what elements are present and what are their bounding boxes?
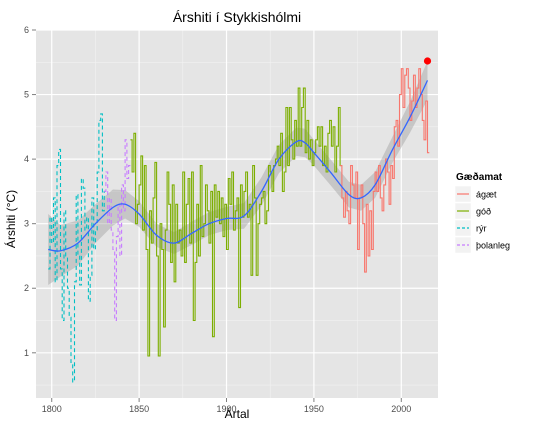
y-tick-label: 4 <box>24 154 29 164</box>
chart-title: Árshiti í Stykkishólmi <box>173 9 301 25</box>
x-tick-label: 1900 <box>216 404 236 414</box>
legend-label: ágæt <box>476 190 497 200</box>
plot-panel <box>36 30 438 398</box>
highlight-point <box>423 57 432 65</box>
x-tick-label: 1850 <box>129 404 149 414</box>
legend-title: Gæðamat <box>456 171 503 183</box>
y-tick-label: 6 <box>24 25 29 35</box>
y-tick-label: 2 <box>24 283 29 293</box>
legend-label: rýr <box>476 224 487 234</box>
x-tick-label: 1800 <box>42 404 62 414</box>
legend-label: góð <box>476 207 491 217</box>
legend: Gæðamat ágæt góð rýr þolanleg <box>454 171 510 254</box>
x-axis-label: Ártal <box>225 406 250 421</box>
series-line-góð <box>130 87 342 357</box>
grid <box>36 29 438 398</box>
axes: 1800 1850 1900 1950 2000 1 2 3 4 5 6 <box>24 25 411 414</box>
highlight-layer <box>423 57 432 65</box>
smooth-trend-line <box>48 80 429 252</box>
legend-label: þolanleg <box>476 241 510 251</box>
series-line-þolanleg <box>104 139 131 322</box>
y-tick-label: 5 <box>24 90 29 100</box>
y-axis-label: Árshiti (°C) <box>3 190 18 248</box>
x-tick-label: 1950 <box>304 404 324 414</box>
plot-background <box>36 30 438 398</box>
y-tick-label: 3 <box>24 219 29 229</box>
smooth-line <box>48 80 429 252</box>
x-tick-label: 2000 <box>391 404 411 414</box>
y-tick-label: 1 <box>24 348 29 358</box>
